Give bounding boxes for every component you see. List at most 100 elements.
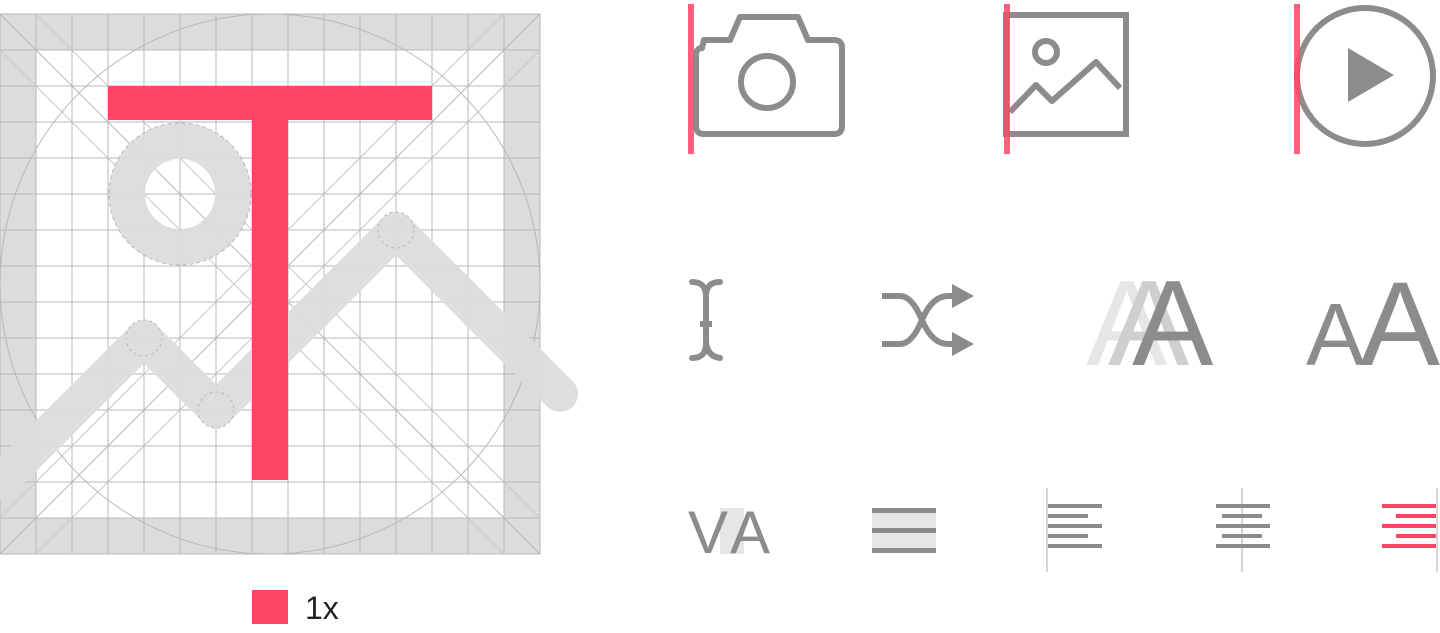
text-cursor-icon [689, 279, 723, 361]
grid-cell [35, 301, 73, 339]
grid-padding-cell [143, 517, 181, 555]
grid-padding-cell [107, 13, 145, 51]
sun-ring [109, 123, 251, 265]
grid-padding-cell [71, 13, 109, 51]
svg-text:A: A [1306, 285, 1365, 384]
text-glyph-T [108, 86, 432, 480]
svg-text:A: A [1360, 257, 1440, 391]
grid-padding-cell [0, 373, 37, 411]
grid-cell [359, 301, 397, 339]
grid-cell [35, 157, 73, 195]
grid-padding-cell [71, 517, 109, 555]
grid-cell [143, 49, 181, 87]
grid-cell [287, 121, 325, 159]
grid-cell [467, 157, 505, 195]
align-center-icon [1216, 488, 1270, 572]
grid-cell [323, 49, 361, 87]
keyline-marker [688, 4, 694, 154]
grid-padding-cell [503, 193, 541, 231]
line-spacing-icon [872, 508, 936, 553]
letter-a-overlap-icon: A A A [1086, 255, 1214, 391]
grid-padding-cell [179, 13, 217, 51]
letter-a-pair-icon: A A [1306, 257, 1440, 391]
grid-cell [71, 301, 109, 339]
grid-cell [179, 265, 217, 303]
grid-cell [431, 373, 469, 411]
grid-padding-cell [251, 13, 289, 51]
grid-padding-cell [323, 13, 361, 51]
grid-cell [467, 193, 505, 231]
circle-keyline [0, 13, 541, 555]
grid-cell [71, 157, 109, 195]
grid-cell [143, 481, 181, 519]
grid-padding-cell [503, 157, 541, 195]
mountain-stroke [0, 212, 578, 500]
grid-cell [251, 481, 289, 519]
grid-padding-cell [143, 13, 181, 51]
grid-cell [251, 49, 289, 87]
grid-cell [143, 445, 181, 483]
play-circle-icon [1294, 4, 1436, 154]
grid-padding-cell [323, 517, 361, 555]
grid-padding-cell [431, 517, 469, 555]
grid-cell [107, 265, 145, 303]
keyline-marker [1004, 4, 1010, 154]
grid-padding-cell [0, 193, 37, 231]
grid-padding-cell [179, 517, 217, 555]
grid-cell [35, 337, 73, 375]
mountain-joint [197, 391, 235, 429]
grid-cell [71, 193, 109, 231]
grid-cell [323, 121, 361, 159]
grid-padding-cell [0, 337, 37, 375]
sun-ring-edge [108, 122, 252, 266]
grid-cell [323, 481, 361, 519]
grid-cell [287, 409, 325, 447]
svg-text:A: A [1108, 255, 1190, 391]
grid-cell [143, 265, 181, 303]
grid-padding-cell [395, 517, 433, 555]
grid-cell [431, 193, 469, 231]
grid-cell [395, 301, 433, 339]
keyline-marker [1294, 4, 1300, 154]
grid-cell [323, 445, 361, 483]
grid-cell [431, 337, 469, 375]
grid-padding-cell [0, 229, 37, 267]
grid-cell [323, 409, 361, 447]
grid-padding-cell [0, 301, 37, 339]
grid-padding-cell [503, 229, 541, 267]
grid-padding-cell [359, 13, 397, 51]
grid-padding-cell [503, 445, 541, 483]
grid-cell [359, 445, 397, 483]
grid-cell [35, 265, 73, 303]
grid-padding-cell [251, 517, 289, 555]
grid-cell [71, 229, 109, 267]
image-glyph-underlay [0, 122, 578, 500]
grid-padding-cell [503, 409, 541, 447]
legend-swatch [252, 590, 288, 624]
align-left-icon [1046, 488, 1102, 572]
align-right-icon [1382, 488, 1438, 572]
grid-cell [179, 445, 217, 483]
grid-padding-cell [287, 13, 325, 51]
svg-text:A: A [1086, 255, 1168, 391]
shuffle-icon [882, 284, 974, 356]
grid-cell [215, 445, 253, 483]
grid-padding-cell [0, 157, 37, 195]
grid-cell [359, 481, 397, 519]
grid-cell [215, 481, 253, 519]
grid-padding-cell [503, 121, 541, 159]
camera-icon [688, 4, 845, 154]
keyline-grid-diagram [0, 13, 578, 555]
grid-padding-cell [395, 13, 433, 51]
grid-cell [35, 193, 73, 231]
grid-padding-cell [503, 85, 541, 123]
grid-padding-cell [359, 517, 397, 555]
grid-padding-cell [287, 517, 325, 555]
mountain-joint [125, 319, 163, 357]
grid-cell [287, 481, 325, 519]
grid-cell [287, 373, 325, 411]
grid-padding-cell [215, 517, 253, 555]
grid-cell [287, 49, 325, 87]
grid-cell [359, 49, 397, 87]
grid-padding-cell [0, 85, 37, 123]
